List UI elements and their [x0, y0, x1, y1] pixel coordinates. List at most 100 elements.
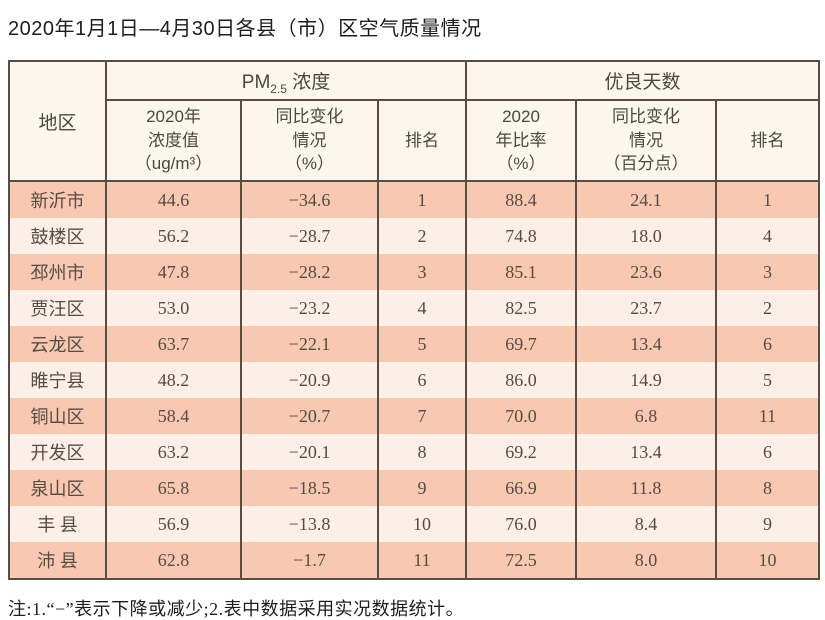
days-rate-cell: 70.0: [465, 398, 576, 434]
table-row: 铜山区 58.4 −20.7 7 70.0 6.8 11: [8, 398, 820, 434]
table-body: 新沂市 44.6 −34.6 1 88.4 24.1 1 鼓楼区 56.2 −2…: [8, 181, 820, 579]
days-change-cell: 6.8: [575, 398, 716, 434]
days-change-cell: 8.0: [575, 542, 716, 579]
days-change-header: 同比变化 情况 （百分点）: [575, 100, 716, 182]
pm-value-cell: 56.9: [105, 506, 241, 542]
pm-change-cell: −28.7: [240, 218, 378, 254]
air-quality-table: 地区 PM2.5 浓度 优良天数 2020年 浓度值 （ug/m³） 同比变化 …: [8, 60, 821, 580]
region-cell: 睢宁县: [8, 362, 106, 398]
days-rank-cell: 3: [714, 254, 820, 290]
days-change-cell: 11.8: [575, 470, 716, 506]
days-change-cell: 18.0: [575, 218, 716, 254]
pm-change-cell: −22.1: [240, 326, 378, 362]
days-rank-cell: 2: [714, 290, 820, 326]
days-rate-cell: 85.1: [465, 254, 576, 290]
pm-value-cell: 53.0: [105, 290, 241, 326]
pm-rank-header: 排名: [377, 100, 466, 182]
pm-value-cell: 56.2: [105, 218, 241, 254]
group-header-row: 地区 PM2.5 浓度 优良天数: [8, 61, 820, 182]
pm25-label-suffix: 浓度: [286, 72, 331, 93]
sub-header-row: 2020年 浓度值 （ug/m³） 同比变化 情况 （%） 排名 2020 年比…: [9, 100, 820, 182]
pm-value-header: 2020年 浓度值 （ug/m³）: [105, 100, 241, 182]
region-cell: 泉山区: [8, 470, 106, 506]
pm-change-cell: −20.9: [240, 362, 378, 398]
days-rank-header: 排名: [714, 100, 820, 182]
pm-change-header: 同比变化 情况 （%）: [240, 100, 378, 182]
pm-rank-cell: 4: [377, 290, 466, 326]
days-rate-cell: 88.4: [465, 181, 576, 218]
pm25-label-prefix: PM: [241, 72, 271, 93]
pm-value-cell: 47.8: [105, 254, 241, 290]
table-row: 新沂市 44.6 −34.6 1 88.4 24.1 1: [8, 181, 820, 218]
days-change-cell: 24.1: [575, 181, 716, 218]
table-row: 泉山区 65.8 −18.5 9 66.9 11.8 8: [8, 470, 820, 506]
days-rate-cell: 72.5: [465, 542, 576, 579]
table-header: 地区 PM2.5 浓度 优良天数 2020年 浓度值 （ug/m³） 同比变化 …: [8, 61, 820, 182]
pm-rank-cell: 9: [377, 470, 466, 506]
pm-rank-cell: 10: [377, 506, 466, 542]
pm-change-cell: −20.1: [240, 434, 378, 470]
pm-rank-cell: 1: [377, 181, 466, 218]
pm-value-cell: 44.6: [105, 181, 241, 218]
days-rate-cell: 76.0: [465, 506, 576, 542]
page-title: 2020年1月1日—4月30日各县（市）区空气质量情况: [8, 18, 482, 40]
days-change-cell: 13.4: [575, 326, 716, 362]
table-row: 云龙区 63.7 −22.1 5 69.7 13.4 6: [8, 326, 820, 362]
days-rank-cell: 6: [714, 434, 820, 470]
days-rate-cell: 69.2: [465, 434, 576, 470]
table-row: 丰 县 56.9 −13.8 10 76.0 8.4 9: [8, 506, 820, 542]
table-row: 开发区 63.2 −20.1 8 69.2 13.4 6: [8, 434, 820, 470]
pm-change-cell: −13.8: [240, 506, 378, 542]
region-cell: 邳州市: [8, 254, 106, 290]
pm25-group-header: PM2.5 浓度: [105, 61, 466, 101]
pm-value-cell: 58.4: [105, 398, 241, 434]
region-cell: 丰 县: [8, 506, 106, 542]
footnote: 注:1.“−”表示下降或减少;2.表中数据采用实况数据统计。: [8, 599, 465, 619]
days-rank-cell: 8: [714, 470, 820, 506]
pm-change-cell: −1.7: [240, 542, 378, 579]
pm-change-cell: −34.6: [240, 181, 378, 218]
days-rank-cell: 4: [714, 218, 820, 254]
days-change-cell: 23.7: [575, 290, 716, 326]
days-change-cell: 14.9: [575, 362, 716, 398]
days-rank-cell: 6: [714, 326, 820, 362]
days-rate-cell: 74.8: [465, 218, 576, 254]
days-rank-cell: 10: [714, 542, 820, 579]
region-column-header: 地区: [8, 61, 106, 182]
pm-change-cell: −18.5: [240, 470, 378, 506]
days-rate-cell: 69.7: [465, 326, 576, 362]
region-cell: 新沂市: [8, 181, 106, 218]
pm-rank-cell: 8: [377, 434, 466, 470]
table-row: 邳州市 47.8 −28.2 3 85.1 23.6 3: [8, 254, 820, 290]
pm-change-cell: −23.2: [240, 290, 378, 326]
table-row: 鼓楼区 56.2 −28.7 2 74.8 18.0 4: [8, 218, 820, 254]
region-cell: 云龙区: [8, 326, 106, 362]
region-cell: 鼓楼区: [8, 218, 106, 254]
pm-rank-cell: 7: [377, 398, 466, 434]
days-change-cell: 23.6: [575, 254, 716, 290]
pm-change-cell: −20.7: [240, 398, 378, 434]
pm-value-cell: 48.2: [105, 362, 241, 398]
table-row: 睢宁县 48.2 −20.9 6 86.0 14.9 5: [8, 362, 820, 398]
table-row: 沛 县 62.8 −1.7 11 72.5 8.0 10: [8, 542, 820, 579]
pm-value-cell: 63.2: [105, 434, 241, 470]
days-rate-cell: 66.9: [465, 470, 576, 506]
region-cell: 贾汪区: [8, 290, 106, 326]
region-cell: 沛 县: [8, 542, 106, 579]
pm-rank-cell: 3: [377, 254, 466, 290]
pm-rank-cell: 5: [377, 326, 466, 362]
pm-rank-cell: 6: [377, 362, 466, 398]
region-cell: 铜山区: [8, 398, 106, 434]
days-rank-cell: 11: [714, 398, 820, 434]
days-rank-cell: 1: [714, 181, 820, 218]
pm-value-cell: 65.8: [105, 470, 241, 506]
region-cell: 开发区: [8, 434, 106, 470]
days-rate-cell: 82.5: [465, 290, 576, 326]
days-change-cell: 8.4: [575, 506, 716, 542]
table-row: 贾汪区 53.0 −23.2 4 82.5 23.7 2: [8, 290, 820, 326]
days-rank-cell: 5: [714, 362, 820, 398]
pm-value-cell: 63.7: [105, 326, 241, 362]
days-rate-header: 2020 年比率 （%）: [465, 100, 576, 182]
days-rate-cell: 86.0: [465, 362, 576, 398]
